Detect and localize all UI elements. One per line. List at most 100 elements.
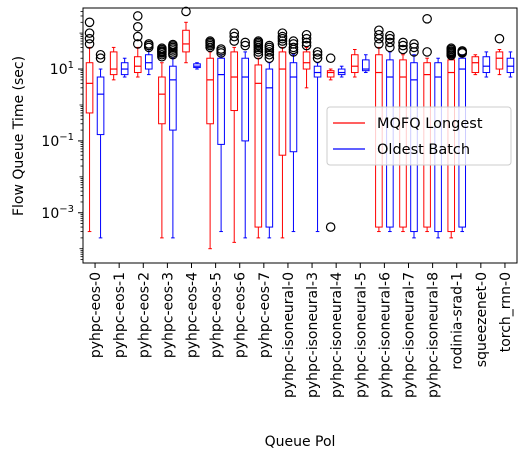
flier-point (181, 6, 191, 17)
box-iqr (350, 54, 359, 74)
flier-point (264, 47, 275, 57)
box-series0-0 (84, 17, 95, 233)
flier-point (95, 49, 106, 60)
flier-point (398, 44, 408, 55)
box-series0-11 (350, 48, 359, 78)
flier-point (398, 37, 408, 48)
flier-point (422, 47, 432, 57)
x-tick-label: pyhpc-isoneural-3 (305, 272, 321, 398)
flier-point (95, 53, 106, 64)
flier-point (84, 33, 95, 44)
box-series0-6 (229, 28, 240, 243)
box-iqr (133, 56, 142, 74)
box-series1-16 (482, 51, 491, 78)
y-tick-label: 10−1 (41, 132, 74, 150)
box-iqr (217, 57, 225, 145)
x-tick-label: torch_rnn-0 (498, 272, 514, 352)
flier-point (132, 21, 143, 32)
flier-point (385, 33, 395, 44)
box-series1-5 (216, 44, 226, 233)
x-tick-label: rodinia-srad-1 (450, 272, 466, 370)
flier-point (446, 43, 457, 54)
x-tick-label: pyhpc-eos-3 (160, 272, 176, 358)
box-iqr (278, 51, 287, 156)
box-series1-1 (120, 57, 129, 78)
box-series0-7 (253, 36, 264, 239)
box-series1-3 (168, 39, 178, 239)
box-iqr (241, 57, 250, 142)
flier-point (385, 37, 395, 48)
flier-point (457, 46, 468, 56)
legend-label-mqfq-longest: MQFQ Longest (377, 116, 483, 132)
flier-point (84, 28, 95, 38)
flier-point (312, 49, 323, 60)
box-iqr (326, 70, 335, 78)
box-series0-4 (181, 6, 191, 64)
x-tick-label: squeezenet-0 (474, 272, 490, 367)
x-tick-label: pyhpc-isoneural-7 (402, 272, 418, 398)
box-iqr (182, 29, 190, 53)
flier-point (277, 39, 288, 49)
x-axis-label: Queue Pol (265, 434, 336, 450)
x-tick-label: pyhpc-isoneural-4 (329, 272, 345, 398)
box-series0-16 (471, 54, 480, 76)
box-series0-10 (325, 53, 336, 232)
box-iqr (230, 51, 239, 112)
flier-point (409, 39, 419, 49)
box-iqr (158, 76, 166, 125)
box-series0-2 (132, 11, 143, 78)
flier-point (301, 40, 312, 51)
flier-point (374, 39, 384, 49)
x-tick-label: pyhpc-eos-0 (88, 272, 104, 358)
box-series0-5 (205, 36, 215, 250)
x-tick-label: pyhpc-isoneural-0 (281, 272, 297, 398)
box-iqr (302, 51, 311, 70)
y-tick-label: 10−3 (41, 204, 74, 222)
flier-point (132, 31, 143, 42)
flier-point (325, 53, 336, 64)
flier-point (374, 25, 384, 36)
box-iqr (85, 62, 94, 114)
flier-point (205, 36, 215, 46)
box-series0-9 (301, 29, 312, 89)
flier-point (240, 37, 251, 48)
box-series1-2 (143, 39, 154, 76)
box-iqr (506, 57, 515, 74)
box-iqr (495, 51, 504, 70)
flier-point (157, 43, 167, 54)
y-axis: 10−3 10−1 101 (41, 11, 83, 260)
box-series0-8 (277, 28, 288, 239)
flier-point (132, 11, 143, 21)
box-iqr (144, 54, 153, 70)
flier-point (277, 31, 288, 42)
box-series0-3 (157, 43, 167, 239)
flier-point (240, 40, 251, 51)
x-tick-label: pyhpc-eos-5 (209, 272, 225, 358)
x-tick-label: pyhpc-eos-1 (112, 272, 128, 358)
box-iqr (96, 76, 105, 136)
flier-point (277, 28, 288, 38)
legend-box (326, 106, 512, 166)
flier-point (312, 47, 323, 57)
flier-point (229, 28, 240, 38)
box-series1-17 (506, 51, 515, 78)
flier-point (216, 44, 226, 54)
box-series1-6 (240, 37, 251, 239)
flier-point (168, 39, 178, 50)
x-tick-label: pyhpc-eos-6 (233, 272, 249, 358)
flier-point (143, 39, 154, 49)
y-tick-label: 101 (50, 60, 74, 78)
box-iqr (482, 56, 491, 74)
flier-point (84, 17, 95, 28)
flier-point (288, 36, 299, 46)
x-tick-label: pyhpc-eos-4 (185, 272, 201, 358)
flier-point (84, 39, 95, 49)
box-series1-7 (264, 40, 275, 239)
box-series1-9 (312, 47, 323, 233)
box-iqr (169, 65, 177, 131)
flier-point (385, 30, 395, 41)
box-series1-8 (288, 36, 299, 233)
flier-point (229, 31, 240, 42)
x-tick-label: pyhpc-isoneural-6 (377, 272, 393, 398)
